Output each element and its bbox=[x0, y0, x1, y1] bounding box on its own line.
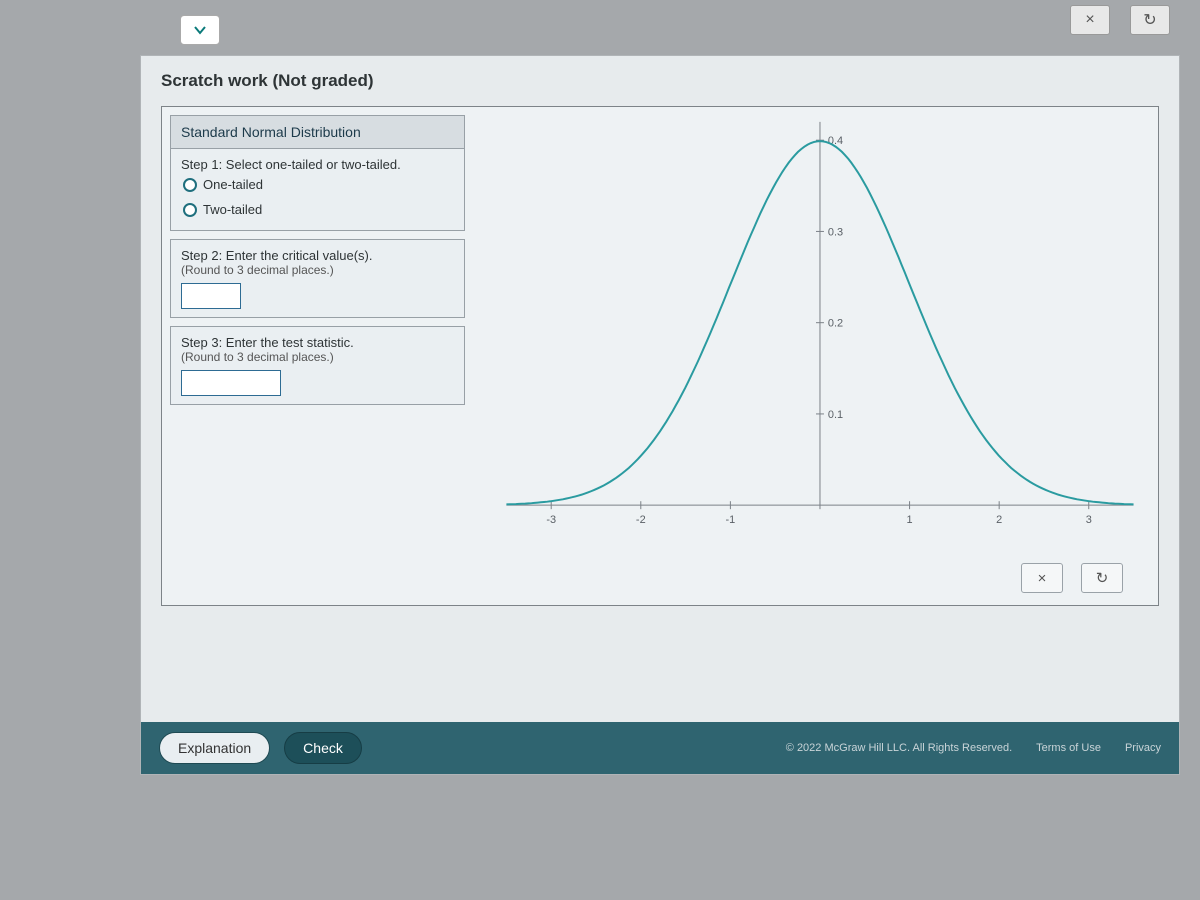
controls-column: Standard Normal Distribution Step 1: Sel… bbox=[170, 115, 465, 405]
terms-link[interactable]: Terms of Use bbox=[1036, 742, 1101, 754]
svg-text:-1: -1 bbox=[726, 514, 736, 526]
step3-hint: (Round to 3 decimal places.) bbox=[181, 350, 454, 364]
radio-icon bbox=[183, 203, 197, 217]
step1-label: Step 1: Select one-tailed or two-tailed. bbox=[181, 157, 454, 172]
step1-block: Step 1: Select one-tailed or two-tailed.… bbox=[170, 149, 465, 231]
svg-text:1: 1 bbox=[907, 514, 913, 526]
close-button-top[interactable]: × bbox=[1070, 5, 1110, 35]
close-icon: × bbox=[1038, 570, 1047, 587]
step3-label: Step 3: Enter the test statistic. bbox=[181, 335, 454, 350]
svg-text:-2: -2 bbox=[636, 514, 646, 526]
panel-reset-button[interactable]: ↻ bbox=[1081, 563, 1123, 593]
check-button[interactable]: Check bbox=[284, 732, 362, 764]
radio-one-tailed[interactable]: One-tailed bbox=[181, 172, 454, 197]
chevron-down-icon bbox=[193, 23, 207, 37]
top-toolbar: × ↻ bbox=[1070, 5, 1170, 35]
radio-label: One-tailed bbox=[203, 177, 263, 192]
svg-text:2: 2 bbox=[996, 514, 1002, 526]
svg-text:3: 3 bbox=[1086, 514, 1092, 526]
step2-label: Step 2: Enter the critical value(s). bbox=[181, 248, 454, 263]
step2-hint: (Round to 3 decimal places.) bbox=[181, 263, 454, 277]
test-statistic-input[interactable] bbox=[181, 370, 281, 396]
svg-text:0.3: 0.3 bbox=[828, 226, 843, 238]
radio-two-tailed[interactable]: Two-tailed bbox=[181, 197, 454, 222]
radio-label: Two-tailed bbox=[203, 202, 262, 217]
svg-text:0.1: 0.1 bbox=[828, 409, 843, 421]
explanation-button[interactable]: Explanation bbox=[159, 732, 270, 764]
normal-curve-chart: -3 -2 -1 1 2 3 0.1 0.2 0.3 0.4 bbox=[472, 107, 1158, 545]
reset-button-top[interactable]: ↻ bbox=[1130, 5, 1170, 35]
footer-bar: Explanation Check © 2022 McGraw Hill LLC… bbox=[141, 722, 1179, 774]
privacy-link[interactable]: Privacy bbox=[1125, 742, 1161, 754]
step2-block: Step 2: Enter the critical value(s). (Ro… bbox=[170, 239, 465, 318]
copyright-text: © 2022 McGraw Hill LLC. All Rights Reser… bbox=[786, 742, 1012, 754]
svg-text:-3: -3 bbox=[546, 514, 556, 526]
scratch-title: Scratch work (Not graded) bbox=[161, 71, 374, 91]
panel-close-button[interactable]: × bbox=[1021, 563, 1063, 593]
chart-svg: -3 -2 -1 1 2 3 0.1 0.2 0.3 0.4 bbox=[472, 107, 1158, 545]
panel-icon-row: × ↻ bbox=[1021, 563, 1123, 593]
svg-text:0.4: 0.4 bbox=[828, 135, 843, 147]
critical-value-input[interactable] bbox=[181, 283, 241, 309]
dropdown-toggle[interactable] bbox=[180, 15, 220, 45]
distribution-title: Standard Normal Distribution bbox=[170, 115, 465, 149]
work-area: Standard Normal Distribution Step 1: Sel… bbox=[161, 106, 1159, 606]
reset-icon: ↻ bbox=[1096, 569, 1109, 587]
question-panel: Scratch work (Not graded) Standard Norma… bbox=[140, 55, 1180, 775]
step3-block: Step 3: Enter the test statistic. (Round… bbox=[170, 326, 465, 405]
svg-text:0.2: 0.2 bbox=[828, 318, 843, 330]
reset-icon: ↻ bbox=[1143, 10, 1156, 30]
close-icon: × bbox=[1085, 11, 1094, 29]
radio-icon bbox=[183, 178, 197, 192]
